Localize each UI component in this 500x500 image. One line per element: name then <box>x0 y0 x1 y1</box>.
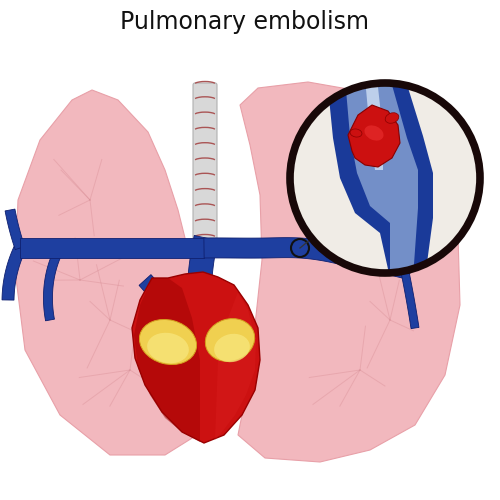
Ellipse shape <box>214 334 250 362</box>
Polygon shape <box>15 90 215 455</box>
Ellipse shape <box>385 112 399 124</box>
Ellipse shape <box>364 126 384 140</box>
Polygon shape <box>44 246 64 321</box>
Polygon shape <box>139 274 176 315</box>
Polygon shape <box>204 238 358 268</box>
Text: Pulmonary embolism: Pulmonary embolism <box>120 10 370 34</box>
Polygon shape <box>5 209 24 250</box>
Ellipse shape <box>140 320 196 364</box>
Polygon shape <box>401 271 419 328</box>
Ellipse shape <box>206 318 254 362</box>
Polygon shape <box>327 78 433 278</box>
Polygon shape <box>345 78 418 278</box>
Polygon shape <box>2 246 26 300</box>
Polygon shape <box>238 82 460 462</box>
Polygon shape <box>134 278 200 442</box>
Polygon shape <box>353 252 406 278</box>
Polygon shape <box>215 288 256 440</box>
Ellipse shape <box>366 138 390 151</box>
Polygon shape <box>348 105 400 167</box>
FancyBboxPatch shape <box>193 83 217 240</box>
Polygon shape <box>402 238 440 275</box>
Polygon shape <box>365 78 383 170</box>
Polygon shape <box>20 238 204 258</box>
Polygon shape <box>188 236 218 279</box>
Ellipse shape <box>350 129 362 137</box>
Circle shape <box>290 83 480 273</box>
Polygon shape <box>132 272 260 443</box>
Ellipse shape <box>147 333 189 363</box>
